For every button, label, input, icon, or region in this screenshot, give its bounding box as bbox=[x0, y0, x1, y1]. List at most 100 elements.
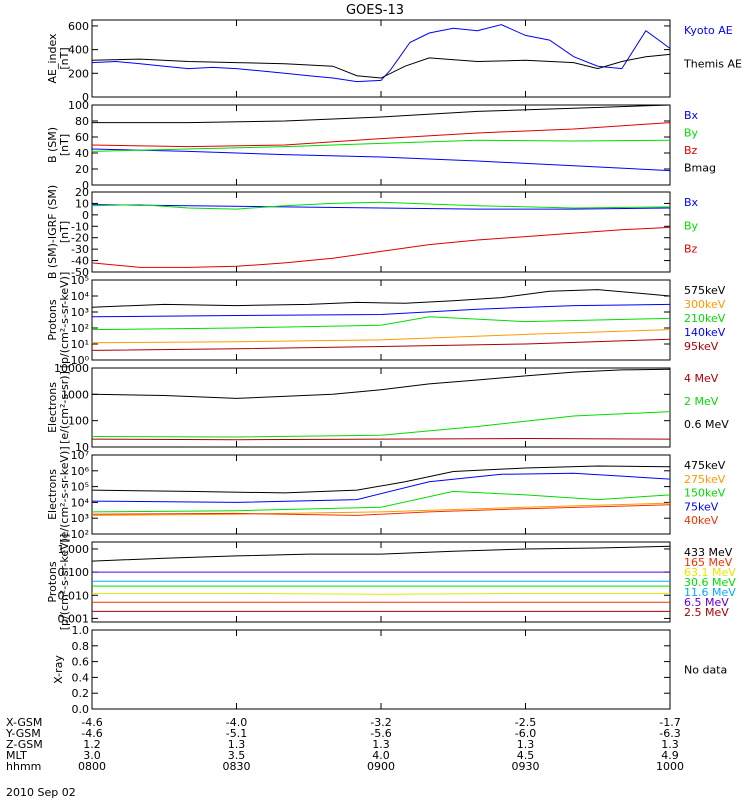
series-line-475keV bbox=[91, 465, 671, 494]
series-line-By bbox=[91, 139, 671, 152]
legend-entry: 75keV bbox=[684, 500, 719, 513]
legend-entry: 275keV bbox=[684, 473, 726, 486]
y-axis-label: B (SM)-IGRF (SM)[nT] bbox=[46, 185, 71, 279]
x-axis-value: -1.7 bbox=[659, 716, 680, 729]
legend-entry: Bz bbox=[684, 144, 698, 157]
x-axis-value: -6.3 bbox=[659, 727, 680, 740]
y-tick-label: 20 bbox=[75, 163, 89, 176]
series-line-By bbox=[91, 201, 671, 210]
series-line-300keV bbox=[91, 329, 671, 344]
y-tick-label: 20 bbox=[75, 186, 89, 199]
legend-entry: 433 MeV bbox=[684, 546, 733, 559]
panel-4: 10⁰ 10¹ 10² 10³ 10⁴ 10⁵Protons[p/(cm²-s-sr-ke… bbox=[46, 272, 726, 369]
legend-entry: 150keV bbox=[684, 487, 726, 500]
y-tick-label: 10⁵ bbox=[71, 481, 89, 494]
y-axis-label: Protons[p/(cm²-s-sr-keV)] bbox=[46, 272, 71, 369]
y-tick-label: 1000 bbox=[61, 388, 89, 401]
y-axis-label: AE_index[nT] bbox=[46, 33, 71, 84]
y-tick-label: 10⁶ bbox=[71, 465, 90, 478]
y-axis-label: Electrons[e/(cm²-s-sr-keV)] bbox=[46, 446, 71, 542]
y-tick-label: 100 bbox=[68, 99, 89, 112]
x-axis-value: 1.3 bbox=[372, 738, 390, 751]
y-tick-label: 0.8 bbox=[72, 640, 90, 653]
y-tick-label: -20 bbox=[71, 232, 89, 245]
x-axis-value: 1.2 bbox=[83, 738, 101, 751]
series-line-95keV bbox=[91, 338, 671, 351]
series-line-0.6-MeV bbox=[91, 368, 671, 399]
y-tick-label: -30 bbox=[71, 243, 89, 256]
series-line-40keV bbox=[91, 504, 671, 516]
panel-8: 0.0 0.2 0.4 0.6 0.8 1.0 X-ray No data bbox=[52, 624, 727, 716]
y-tick-label: 400 bbox=[68, 44, 89, 57]
series-line-Bx bbox=[91, 148, 671, 172]
series-line-2-MeV bbox=[91, 411, 671, 438]
y-tick-label: 80 bbox=[75, 115, 89, 128]
x-axis-row-label: X-GSM bbox=[6, 716, 42, 729]
y-tick-label: 0.0 bbox=[72, 703, 90, 716]
y-tick-label: 10² bbox=[71, 528, 89, 541]
y-tick-label: 40 bbox=[75, 147, 89, 160]
legend-entry: 165 MeV bbox=[684, 556, 733, 569]
legend-entry: Kyoto AE bbox=[684, 24, 733, 37]
x-axis-value: -4.6 bbox=[81, 716, 102, 729]
series-line-63.1-MeV bbox=[92, 592, 670, 595]
legend-entry: Bx bbox=[684, 196, 699, 209]
y-tick-label: 0 bbox=[82, 179, 89, 192]
x-axis-row-label: hhmm bbox=[6, 760, 41, 773]
legend-entry: 30.6 MeV bbox=[684, 576, 736, 589]
y-tick-label: 0.100 bbox=[58, 566, 90, 579]
series-line-Bz bbox=[91, 122, 671, 148]
x-axis-row-label: Z-GSM bbox=[6, 738, 43, 751]
legend-entry: Themis AE bbox=[683, 58, 742, 71]
legend-entry: 2.5 MeV bbox=[684, 606, 729, 619]
legend-entry: By bbox=[684, 127, 699, 140]
date-label: 2010 Sep 02 bbox=[6, 786, 76, 799]
y-tick-label: 0.6 bbox=[72, 656, 90, 669]
y-tick-label: 10⁵ bbox=[71, 274, 89, 287]
legend-entry: 210keV bbox=[684, 312, 726, 325]
x-axis-value: 0900 bbox=[367, 760, 395, 773]
x-axis-value: 4.0 bbox=[372, 749, 390, 762]
y-tick-label: 60 bbox=[75, 131, 89, 144]
y-tick-label: 600 bbox=[68, 20, 89, 33]
y-tick-label: -40 bbox=[71, 255, 89, 268]
y-tick-label: 0.010 bbox=[58, 589, 90, 602]
x-axis-value: 0800 bbox=[78, 760, 106, 773]
legend-entry: Bmag bbox=[684, 162, 716, 175]
y-tick-label: 10¹ bbox=[71, 338, 89, 351]
x-axis-value: -3.2 bbox=[370, 716, 391, 729]
x-axis-value: -2.5 bbox=[515, 716, 536, 729]
x-axis-value: 1.3 bbox=[228, 738, 246, 751]
series-line-Kyoto-AE bbox=[91, 24, 671, 83]
series-line-575keV bbox=[91, 289, 671, 308]
y-tick-label: 10⁷ bbox=[71, 449, 89, 462]
y-tick-label: 10³ bbox=[71, 306, 89, 319]
y-tick-label: 10000 bbox=[54, 362, 89, 375]
legend-entry: 475keV bbox=[684, 459, 726, 472]
series-line-4-MeV bbox=[91, 437, 671, 441]
x-axis-value: -6.0 bbox=[515, 727, 536, 740]
y-tick-label: 1.000 bbox=[58, 543, 90, 556]
y-tick-label: 10 bbox=[75, 197, 89, 210]
x-axis-value: 1.3 bbox=[517, 738, 535, 751]
y-tick-label: 10⁴ bbox=[71, 290, 90, 303]
y-axis-label: Protons[p/(cm²-s-sr-keV)] bbox=[46, 534, 71, 631]
panel-7: 0.001 0.010 0.100 1.000Protons[p/(cm²-s-sr-… bbox=[46, 534, 736, 631]
legend-entry: 4 MeV bbox=[684, 372, 719, 385]
series-line-150keV bbox=[91, 490, 671, 513]
legend-entry: 2 MeV bbox=[684, 395, 719, 408]
series-line-Bmag bbox=[92, 104, 671, 124]
legend-entry: 63.1 MeV bbox=[684, 566, 736, 579]
y-axis-label: B (SM)[nT] bbox=[46, 127, 71, 163]
x-axis-value: 1000 bbox=[656, 760, 684, 773]
y-tick-label: 0 bbox=[82, 209, 89, 222]
x-axis-row-label: Y-GSM bbox=[5, 727, 41, 740]
y-axis-label: X-ray bbox=[52, 655, 65, 684]
series-line-433-MeV bbox=[91, 545, 671, 562]
chart-title: GOES-13 bbox=[346, 3, 404, 18]
x-axis-value: 3.5 bbox=[228, 749, 246, 762]
y-tick-label: 0 bbox=[82, 91, 89, 104]
x-axis-value: -5.1 bbox=[226, 727, 247, 740]
y-axis-label: Electrons[e/(cm²-s-sr)] bbox=[46, 371, 71, 444]
